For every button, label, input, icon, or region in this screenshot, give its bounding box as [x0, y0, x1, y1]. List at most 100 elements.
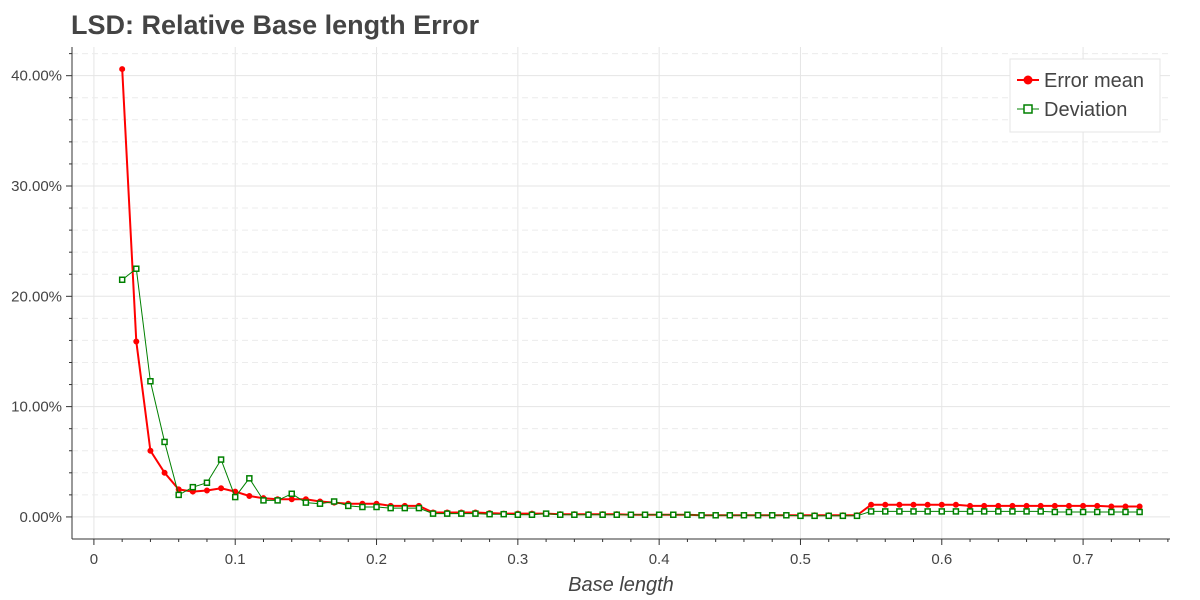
deviation-point	[684, 511, 691, 518]
legend-error-mean-marker	[1023, 75, 1033, 85]
legend-error-mean-label: Error mean	[1044, 70, 1144, 92]
deviation-point	[839, 512, 847, 520]
deviation-point	[910, 508, 917, 515]
deviation-point	[231, 493, 239, 501]
deviation-point	[1051, 508, 1059, 516]
y-tick-label: 40.00%	[11, 68, 62, 85]
deviation-point	[458, 510, 465, 517]
deviation-point	[359, 503, 366, 511]
x-tick-label: 0	[90, 551, 98, 568]
deviation-point	[726, 512, 734, 519]
deviation-point	[980, 508, 988, 515]
deviation-point	[260, 497, 267, 504]
deviation-point	[542, 510, 550, 517]
y-tick-label: 30.00%	[11, 178, 62, 195]
deviation-point	[217, 456, 225, 463]
deviation-point	[768, 512, 776, 519]
deviation-point	[175, 491, 182, 499]
y-tick-label: 20.00%	[11, 288, 62, 305]
legend: Error mean Deviation	[1009, 58, 1161, 133]
error-mean-point	[1023, 502, 1030, 509]
deviation-point	[797, 512, 804, 520]
deviation-point	[754, 512, 762, 519]
error-mean-point	[967, 502, 974, 509]
deviation-point	[995, 508, 1002, 515]
deviation-point	[288, 490, 295, 498]
deviation-point	[896, 508, 903, 515]
ticks: 0 0.1 0.2 0.3 0.4 0.5 0.6 0.7 0.00% 10.00% 20.00% 3…	[11, 53, 1169, 568]
deviation-point	[655, 511, 663, 518]
series	[118, 66, 1143, 520]
x-tick-label: 0.3	[507, 551, 528, 568]
deviation-point	[1122, 508, 1129, 516]
deviation-point	[472, 510, 479, 517]
error-mean-point	[1094, 502, 1101, 509]
error-mean-point	[1122, 503, 1129, 510]
x-tick-label: 0.4	[649, 551, 670, 568]
deviation-point	[1037, 508, 1044, 515]
deviation-point	[1065, 508, 1073, 516]
deviation-point	[1093, 508, 1101, 516]
deviation-point	[1023, 508, 1030, 515]
deviation-point	[952, 508, 960, 515]
error-mean-point	[995, 502, 1002, 509]
error-mean-line	[121, 69, 1140, 517]
x-axis-label: Base length	[568, 574, 674, 596]
error-mean-point	[1108, 503, 1115, 510]
error-mean-point	[1037, 502, 1044, 509]
deviation-point	[133, 265, 140, 272]
deviation-point	[853, 512, 861, 520]
x-tick-label: 0.1	[225, 551, 246, 568]
deviation-point	[571, 511, 578, 518]
error-mean-point	[952, 501, 959, 508]
deviation-point	[500, 510, 507, 518]
deviation-point	[740, 512, 748, 519]
deviation-point	[1079, 508, 1087, 516]
deviation-point	[203, 479, 211, 486]
error-mean-point	[896, 501, 903, 508]
error-mean-point	[246, 492, 253, 499]
legend-box	[1009, 58, 1161, 133]
deviation-point	[1108, 508, 1115, 516]
error-mean-point	[203, 487, 210, 494]
legend-deviation-marker	[1023, 104, 1033, 114]
error-mean-point	[924, 501, 931, 508]
chart-title: LSD: Relative Base length Error	[71, 10, 480, 40]
x-tick-label: 0.2	[366, 551, 387, 568]
error-mean-point	[868, 501, 875, 508]
deviation-point	[345, 502, 352, 510]
deviation-point	[641, 511, 649, 518]
deviation-point	[316, 500, 324, 507]
deviation-point	[387, 504, 394, 512]
error-mean-point	[882, 501, 889, 508]
y-tick-label: 0.00%	[19, 509, 62, 526]
deviation-point	[429, 510, 437, 517]
deviation-point	[1136, 508, 1143, 516]
deviation-point	[712, 512, 719, 519]
deviation-point	[528, 511, 536, 518]
deviation-point	[246, 475, 253, 482]
deviation-point	[924, 508, 931, 515]
error-mean-point	[1080, 502, 1087, 509]
error-mean-point	[938, 501, 945, 508]
deviation-point	[147, 378, 154, 385]
deviation-point	[514, 511, 522, 518]
error-mean-point	[1009, 502, 1016, 509]
x-tick-label: 0.7	[1073, 551, 1094, 568]
error-mean-point	[981, 502, 988, 509]
deviation-point	[966, 508, 974, 515]
deviation-point	[867, 508, 875, 515]
deviation-point	[825, 512, 832, 520]
deviation-point	[189, 483, 197, 491]
deviation-point	[373, 503, 380, 511]
error-mean-point	[133, 338, 140, 345]
error-mean-point	[218, 485, 225, 492]
grid	[72, 47, 1170, 539]
error-mean-point	[147, 447, 154, 454]
axes	[71, 47, 1170, 540]
deviation-point	[627, 511, 635, 518]
deviation-point	[274, 497, 281, 504]
x-tick-label: 0.6	[931, 551, 952, 568]
error-mean-point	[161, 469, 168, 476]
